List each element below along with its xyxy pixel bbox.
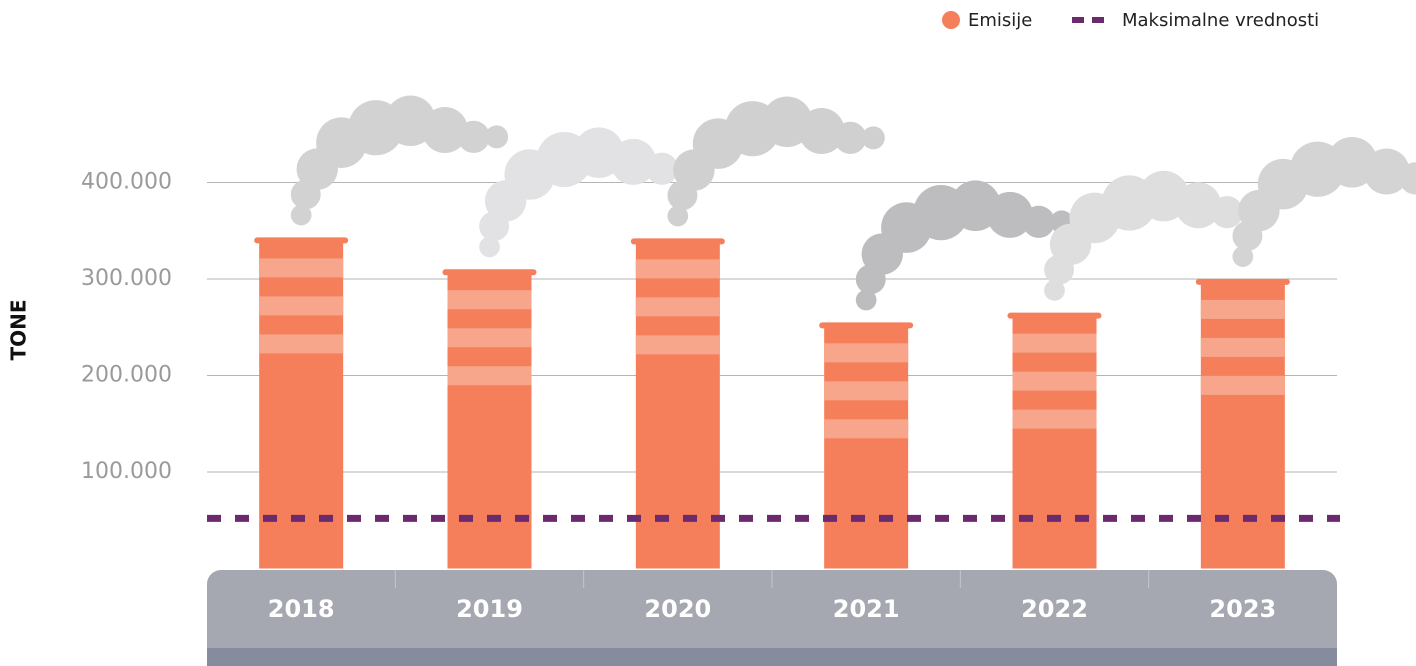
chimney-cap <box>1195 278 1290 285</box>
chimney-stripe <box>1012 409 1097 429</box>
chimney-stripe <box>635 335 720 355</box>
x-tick-label: 2023 <box>1209 595 1276 623</box>
chimney-stripe <box>259 334 344 354</box>
chimney-cap <box>1007 312 1102 319</box>
smoke <box>610 138 657 185</box>
chimney-stripe <box>824 343 909 363</box>
smoke <box>667 205 689 227</box>
smoke <box>1022 205 1055 238</box>
category-band <box>207 570 1337 666</box>
chimney-stripe <box>259 296 344 316</box>
smoke <box>1363 148 1410 195</box>
smoke <box>421 107 468 153</box>
bar <box>259 240 344 569</box>
chimney-stripe <box>824 381 909 401</box>
chimney-stripe <box>1200 337 1285 357</box>
y-tick-label: 200.000 <box>81 363 172 388</box>
chimney-stripe <box>1012 371 1097 391</box>
y-tick-label: 300.000 <box>81 266 172 291</box>
smoke <box>479 236 500 258</box>
chimney-cap <box>442 269 537 276</box>
x-tick-label: 2021 <box>833 595 900 623</box>
chimney-stripe <box>447 290 532 310</box>
bar <box>1012 315 1097 569</box>
chimney-stripe <box>447 328 532 348</box>
chimney-stripe <box>635 259 720 279</box>
smoke <box>1175 182 1222 229</box>
chimney-stripe <box>1012 333 1097 353</box>
x-tick-label: 2022 <box>1021 595 1088 623</box>
chimney-cap <box>819 322 914 329</box>
bar <box>635 241 720 569</box>
smoke <box>457 120 490 153</box>
chimney-stripe <box>1200 299 1285 319</box>
smoke <box>1044 280 1065 301</box>
smoke <box>485 125 509 149</box>
smoke <box>834 121 867 154</box>
chimney-stripe <box>635 297 720 317</box>
legend-label: Maksimalne vrednosti <box>1122 10 1319 31</box>
smoke <box>986 191 1033 238</box>
smoke <box>290 204 312 226</box>
x-tick-label: 2020 <box>644 595 711 623</box>
bar <box>447 272 532 569</box>
chimney-cap <box>254 237 349 244</box>
smoke <box>1210 196 1244 229</box>
chimney-stripe <box>824 419 909 439</box>
smoke <box>645 152 679 185</box>
x-tick-label: 2019 <box>456 595 523 623</box>
legend-label: Emisije <box>968 10 1032 31</box>
bar <box>824 325 909 569</box>
y-tick-label: 100.000 <box>81 459 172 484</box>
chimney-stripe <box>447 366 532 386</box>
x-tick-label: 2018 <box>268 595 335 623</box>
chimney-cap <box>630 238 725 245</box>
smoke <box>798 107 845 154</box>
smoke <box>861 126 885 150</box>
y-axis-label: TONE <box>7 299 31 360</box>
category-band-base <box>207 648 1337 666</box>
bar <box>1200 281 1285 569</box>
smoke <box>1399 162 1416 195</box>
chimney-stripe <box>1200 375 1285 395</box>
smoke <box>855 289 877 311</box>
y-tick-label: 400.000 <box>81 170 172 195</box>
smoke <box>1232 246 1254 267</box>
legend-swatch <box>942 11 960 29</box>
chimney-stripe <box>259 258 344 278</box>
